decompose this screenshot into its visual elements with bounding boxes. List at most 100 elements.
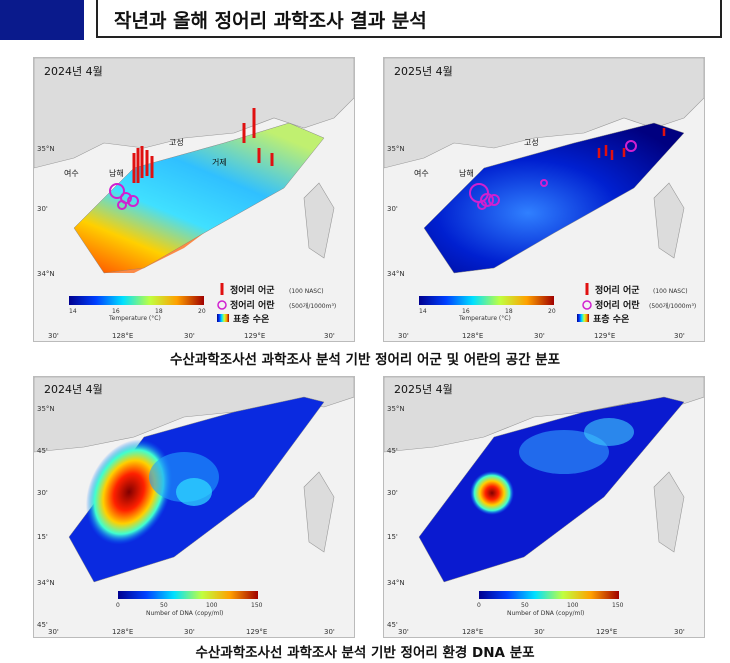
legend-school: 정어리 어군 <box>595 284 640 296</box>
colorbar-title: Temperature (°C) <box>458 315 511 322</box>
colorbar <box>118 591 258 599</box>
lon-tick: 129°E <box>596 628 617 636</box>
top-caption: 수산과학조사선 과학조사 분석 기반 정어리 어군 및 어란의 공간 분포 <box>169 352 561 368</box>
lat-tick: 34°N <box>387 579 405 587</box>
lon-tick: 128°E <box>112 628 133 636</box>
legend-school-unit: (100 NASC) <box>653 288 688 295</box>
sst-field <box>423 122 685 274</box>
lon-tick: 30' <box>398 628 409 636</box>
header-accent-block <box>0 0 84 40</box>
legend-egg-unit: (500개/1000m³) <box>649 302 696 310</box>
panel-date: 2024년 4월 <box>44 383 103 396</box>
edna-hotspot <box>470 471 514 515</box>
lon-tick: 128°E <box>112 332 133 340</box>
bottom-panel-2025: 2025년 4월 35°N 45' 30' 15' 34°N 45' 30' 1… <box>383 376 705 638</box>
legend-school: 정어리 어군 <box>230 284 275 296</box>
lat-tick: 30' <box>37 489 48 497</box>
lat-tick: 34°N <box>387 270 405 278</box>
lat-tick: 45' <box>387 621 398 629</box>
colorbar-tick: 16 <box>462 308 470 315</box>
colorbar-tick: 14 <box>419 308 427 315</box>
school-marks <box>597 128 666 160</box>
legend-school-unit: (100 NASC) <box>289 288 324 295</box>
place-label: 여수 <box>64 168 79 178</box>
panel-date: 2025년 4월 <box>394 383 453 396</box>
colorbar-tick: 20 <box>198 308 206 315</box>
lon-tick: 30' <box>48 628 59 636</box>
place-label: 거제 <box>212 158 227 167</box>
lat-tick: 35°N <box>387 145 405 153</box>
bottom-caption: 수산과학조사선 과학조사 분석 기반 정어리 환경 DNA 분포 <box>195 645 535 661</box>
colorbar-tick: 150 <box>251 602 263 609</box>
panel-date: 2024년 4월 <box>44 65 103 78</box>
lat-tick: 30' <box>387 205 398 213</box>
tsushima-island <box>303 471 335 553</box>
lon-tick: 30' <box>184 628 195 636</box>
legend-egg: 정어리 어란 <box>230 299 275 311</box>
place-label: 남해 <box>459 168 474 178</box>
colorbar-tick: 14 <box>69 308 77 315</box>
school-marks <box>132 108 274 183</box>
tsushima-island <box>653 471 685 553</box>
lat-tick: 45' <box>37 621 48 629</box>
lat-tick: 34°N <box>37 270 55 278</box>
lat-tick: 35°N <box>387 405 405 413</box>
legend-sst-icon <box>577 314 589 322</box>
legend-egg: 정어리 어란 <box>595 299 640 311</box>
lat-tick: 45' <box>37 447 48 455</box>
header-title-box: 작년과 올해 정어리 과학조사 결과 분석 <box>96 0 722 38</box>
lat-tick: 15' <box>387 533 398 541</box>
colorbar-tick: 50 <box>160 602 168 609</box>
top-panel-2024: 2024년 4월 고성 거제 여수 남해 35°N 30' 34°N 30' 1… <box>33 57 355 342</box>
colorbar-title: Number of DNA (copy/ml) <box>146 610 223 617</box>
lon-tick: 30' <box>324 628 335 636</box>
colorbar-tick: 100 <box>567 602 579 609</box>
lat-tick: 15' <box>37 533 48 541</box>
egg-marks <box>469 140 637 210</box>
lon-tick: 30' <box>674 628 685 636</box>
lat-tick: 35°N <box>37 145 55 153</box>
colorbar-tick: 16 <box>112 308 120 315</box>
legend-egg-unit: (500개/1000m³) <box>289 302 336 310</box>
lon-tick: 30' <box>674 332 685 340</box>
lon-tick: 128°E <box>462 628 483 636</box>
colorbar-title: Number of DNA (copy/ml) <box>507 610 584 617</box>
edna-hotspot <box>85 439 173 545</box>
colorbar-tick: 0 <box>116 602 120 609</box>
lon-tick: 129°E <box>246 628 267 636</box>
place-label: 고성 <box>169 138 184 147</box>
tsushima-island <box>653 182 685 259</box>
lat-tick: 35°N <box>37 405 55 413</box>
colorbar <box>479 591 619 599</box>
top-panel-2025: 2025년 4월 고성 여수 남해 35°N 30' 34°N 30' 128°… <box>383 57 705 342</box>
lon-tick: 128°E <box>462 332 483 340</box>
colorbar-tick: 18 <box>155 308 163 315</box>
lat-tick: 34°N <box>37 579 55 587</box>
colorbar-tick: 20 <box>548 308 556 315</box>
lon-tick: 30' <box>534 628 545 636</box>
colorbar-tick: 18 <box>505 308 513 315</box>
tsushima-island <box>303 182 335 259</box>
lon-tick: 129°E <box>594 332 615 340</box>
page-title: 작년과 올해 정어리 과학조사 결과 분석 <box>114 10 427 32</box>
colorbar-tick: 0 <box>477 602 481 609</box>
place-label: 여수 <box>414 168 429 178</box>
lat-tick: 30' <box>387 489 398 497</box>
lon-tick: 129°E <box>244 332 265 340</box>
place-label: 고성 <box>524 138 539 147</box>
legend-egg-icon <box>217 300 227 310</box>
colorbar-tick: 150 <box>612 602 624 609</box>
egg-marks <box>109 183 139 210</box>
legend-sst: 표층 수온 <box>593 313 629 325</box>
colorbar <box>69 296 204 305</box>
colorbar <box>419 296 554 305</box>
legend-sst-icon <box>217 314 229 322</box>
legend-sst: 표층 수온 <box>233 313 269 325</box>
colorbar-title: Temperature (°C) <box>108 315 161 322</box>
colorbar-tick: 100 <box>206 602 218 609</box>
legend-egg-icon <box>582 300 592 310</box>
lon-tick: 30' <box>184 332 195 340</box>
lon-tick: 30' <box>398 332 409 340</box>
place-label: 남해 <box>109 168 124 178</box>
panel-date: 2025년 4월 <box>394 65 453 78</box>
